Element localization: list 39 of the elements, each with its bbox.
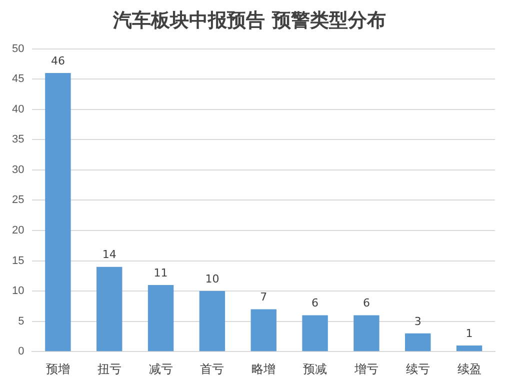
bar <box>45 73 71 352</box>
y-tick-label: 45 <box>12 73 24 86</box>
bar <box>302 315 328 352</box>
y-tick-label: 30 <box>12 164 24 176</box>
bar <box>250 309 276 352</box>
y-tick-label: 25 <box>12 194 24 206</box>
x-tick-label: 略增 <box>252 362 276 376</box>
bar <box>354 315 380 352</box>
y-tick-label: 10 <box>12 285 24 298</box>
y-tick-label: 50 <box>12 42 24 55</box>
x-tick-label: 增亏 <box>353 362 378 376</box>
data-label: 10 <box>205 272 220 286</box>
x-tick-label: 扭亏 <box>97 362 122 376</box>
y-tick-label: 20 <box>12 224 24 237</box>
bar <box>148 284 174 352</box>
data-label: 3 <box>414 314 422 328</box>
data-label: 6 <box>312 296 319 310</box>
bar <box>96 266 122 352</box>
data-label: 14 <box>102 248 116 262</box>
x-tick-label: 首亏 <box>200 362 224 376</box>
y-tick-label: 5 <box>18 315 24 328</box>
y-tick-label: 15 <box>12 254 24 267</box>
x-tick-label: 减亏 <box>148 362 173 376</box>
data-label: 1 <box>466 326 473 340</box>
y-tick-label: 35 <box>12 134 24 146</box>
bar <box>405 333 431 352</box>
x-tick-label: 预增 <box>46 362 70 376</box>
y-tick-label: 40 <box>12 103 24 116</box>
data-label: 6 <box>362 296 370 310</box>
chart-title: 汽车板块中报预告 预警类型分布 <box>112 9 386 32</box>
bar <box>456 346 482 352</box>
bar <box>199 291 226 352</box>
data-label: 11 <box>154 266 168 280</box>
y-tick-label: 0 <box>18 346 24 358</box>
data-label: 7 <box>260 290 268 304</box>
x-tick-label: 预减 <box>303 362 328 376</box>
data-label: 46 <box>50 54 65 68</box>
x-tick-label: 续亏 <box>406 362 430 376</box>
x-tick-label: 续盈 <box>457 362 482 376</box>
